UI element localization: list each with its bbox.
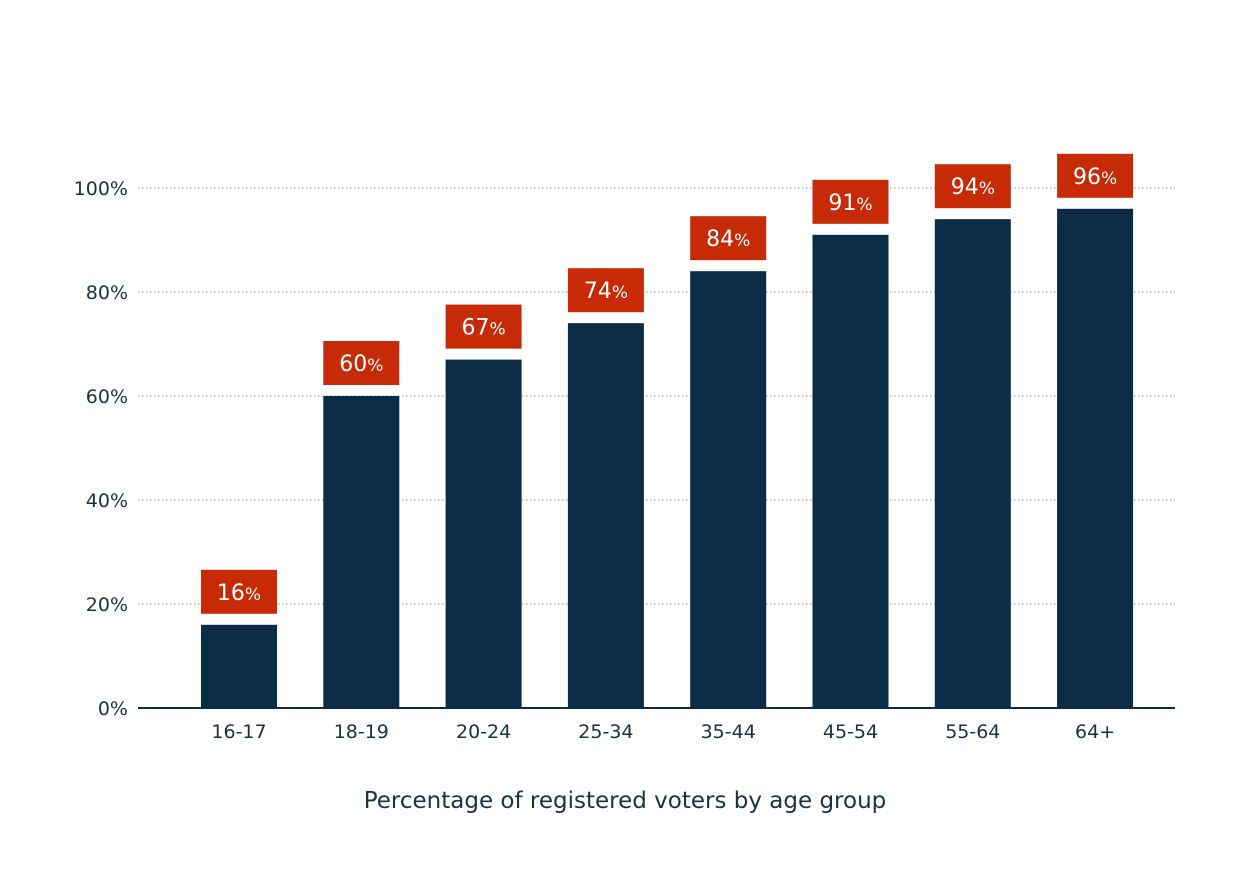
data-label-box [445, 304, 522, 349]
data-label-18-19: 60% [323, 341, 400, 385]
data-label-25-34: 74% [567, 268, 644, 313]
bar-18-19 [323, 396, 400, 708]
data-label-20-24: 67% [445, 304, 522, 349]
bar-20-24 [445, 359, 522, 708]
x-tick-label: 64+ [1075, 721, 1115, 743]
bar-55-64 [934, 219, 1011, 708]
data-label-box [812, 179, 889, 224]
data-label-text: 91% [828, 191, 872, 216]
gridlines [138, 187, 1175, 605]
x-axis-label: Percentage of registered voters by age g… [364, 788, 887, 814]
y-tick-label: 60% [86, 386, 128, 408]
percent-sign: % [734, 231, 750, 251]
data-labels: 16% 60% 67% 74% 84% 91% 94% 96% [201, 153, 1134, 614]
x-tick-label: 45-54 [823, 721, 878, 743]
data-label-text: 96% [1073, 165, 1117, 190]
data-label-16-17: 16% [201, 569, 277, 614]
x-tick-label: 20-24 [456, 721, 511, 743]
data-label-box [1057, 153, 1134, 198]
x-tick-label: 55-64 [945, 721, 1000, 743]
x-axis-ticks: 16-17 18-19 20-24 25-34 35-44 45-54 55-64 64+ [211, 721, 1115, 743]
data-label-35-44: 84% [690, 216, 767, 261]
data-label-text: 74% [584, 279, 628, 304]
data-label-text: 16% [217, 581, 261, 606]
data-label-55-64: 94% [934, 164, 1011, 209]
data-label-box [323, 341, 400, 385]
y-tick-label: 40% [86, 490, 128, 512]
data-label-box [934, 164, 1011, 209]
data-label-text: 94% [951, 175, 995, 200]
data-label-text: 84% [706, 227, 750, 252]
bar-25-34 [567, 323, 644, 708]
data-label-box [567, 268, 644, 313]
y-tick-label: 80% [86, 282, 128, 304]
data-label-text: 67% [462, 316, 506, 341]
data-label-box [690, 216, 767, 261]
data-label-box [201, 569, 277, 614]
percent-sign: % [612, 283, 628, 303]
y-tick-label: 0% [98, 698, 128, 720]
bars [201, 208, 1134, 709]
y-tick-label: 20% [86, 594, 128, 616]
percent-sign: % [367, 356, 383, 376]
percent-sign: % [979, 179, 995, 199]
percent-sign: % [490, 320, 506, 340]
data-label-text: 60% [339, 352, 383, 377]
data-label-45-54: 91% [812, 179, 889, 224]
data-label-64+: 96% [1057, 153, 1134, 198]
bar-35-44 [690, 271, 767, 708]
x-tick-label: 35-44 [701, 721, 756, 743]
percent-sign: % [245, 585, 261, 605]
x-tick-label: 18-19 [334, 721, 389, 743]
bar-16-17 [201, 624, 277, 708]
bar-45-54 [812, 234, 889, 709]
percent-sign: % [1101, 169, 1117, 189]
x-tick-label: 16-17 [211, 721, 266, 743]
percent-sign: % [856, 195, 872, 215]
y-axis-ticks: 0% 20% 40% 60% 80% 100% [74, 178, 128, 720]
y-tick-label: 100% [74, 178, 128, 200]
x-tick-label: 25-34 [578, 721, 633, 743]
bar-64+ [1057, 208, 1134, 709]
